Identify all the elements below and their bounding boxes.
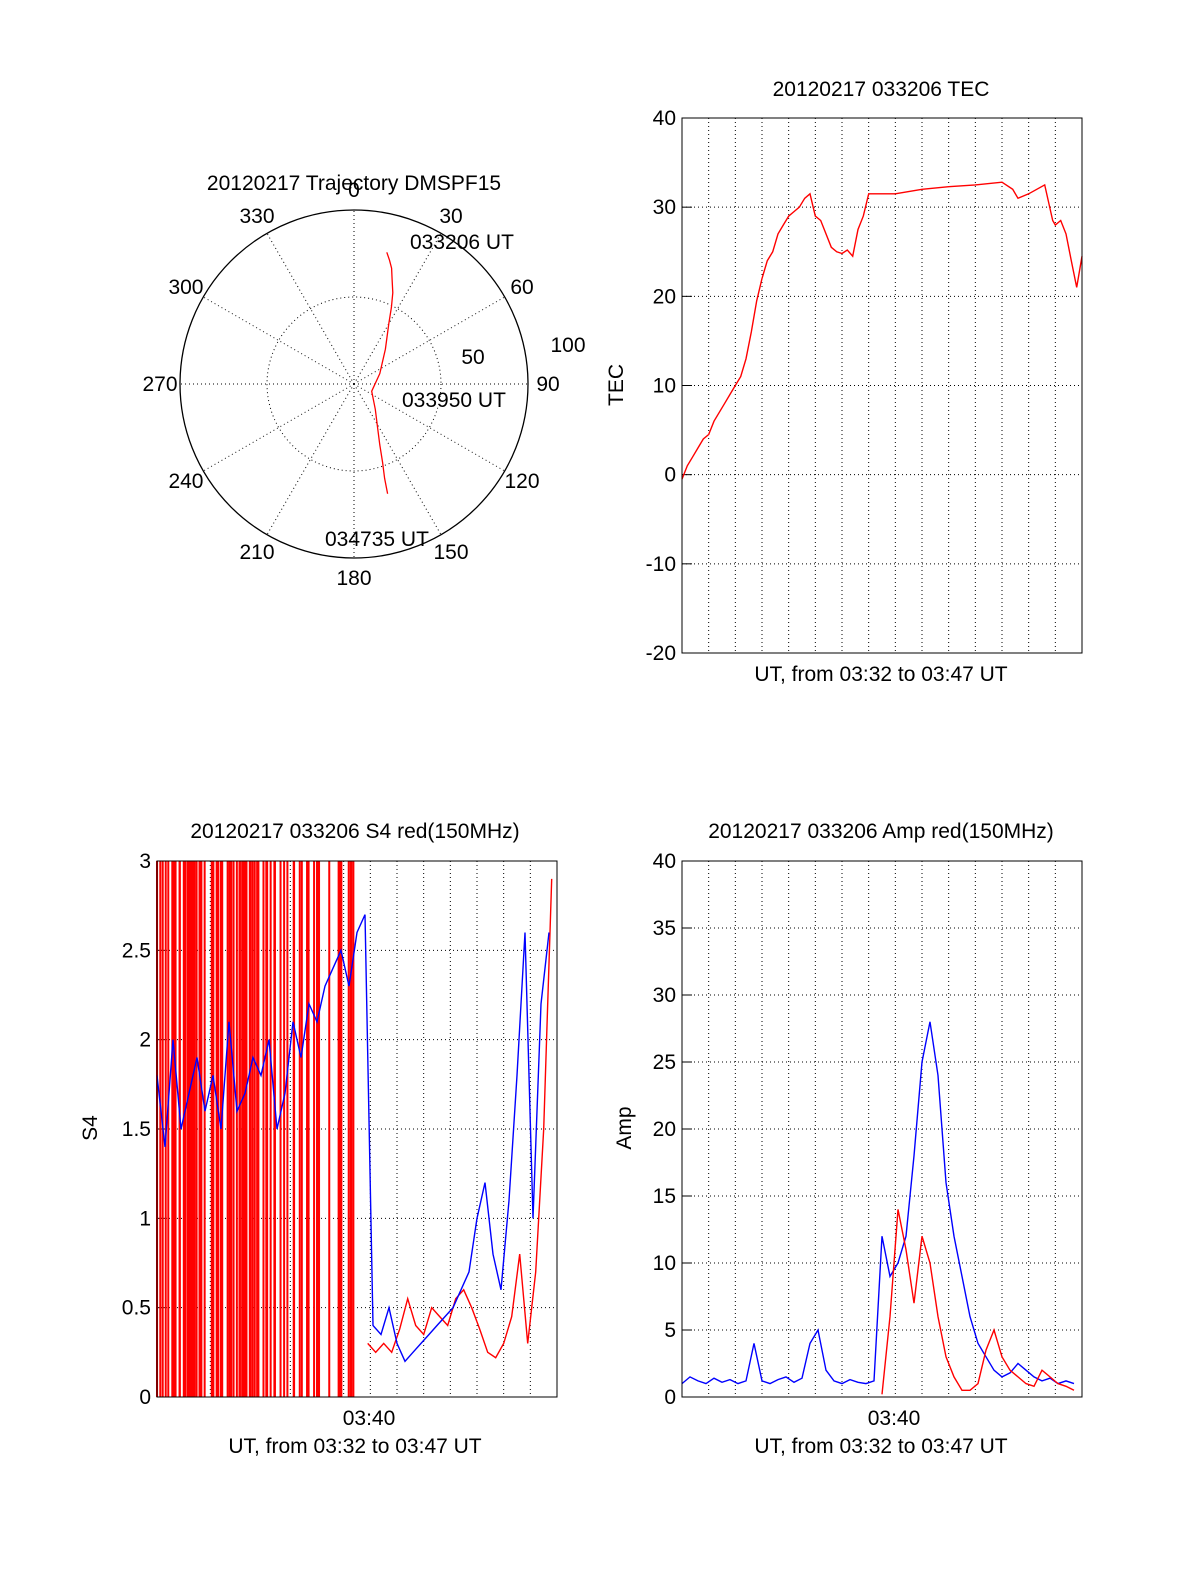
s4-ytick-label: 0 bbox=[139, 1386, 151, 1409]
amp-title: 20120217 033206 Amp red(150MHz) bbox=[708, 820, 1054, 843]
tec-title: 20120217 033206 TEC bbox=[773, 78, 990, 101]
polar-angle-label: 30 bbox=[439, 205, 462, 228]
polar-spoke bbox=[353, 383, 442, 535]
polar-angle-labels: 0 30 60 90 120 150 180 210 240 270 300 330 bbox=[142, 179, 559, 590]
s4-title: 20120217 033206 S4 red(150MHz) bbox=[190, 820, 519, 843]
amp-ytick-label: 25 bbox=[653, 1051, 676, 1074]
amp-y-tick-labels: 0 5 10 15 20 25 30 35 40 bbox=[653, 850, 676, 1409]
tec-panel: 20120217 033206 TEC -20 -10 0 10 20 30 40 UT, … bbox=[605, 78, 1083, 686]
trajectory-title: 20120217 Trajectory DMSPF15 bbox=[207, 172, 501, 195]
polar-angle-label: 150 bbox=[433, 541, 468, 564]
tec-series-red bbox=[681, 181, 1083, 480]
s4-y-tick-labels: 0 0.5 1 1.5 2 2.5 3 bbox=[122, 850, 151, 1409]
s4-plot-frame bbox=[156, 860, 558, 1398]
s4-ytick-label: 1.5 bbox=[122, 1118, 151, 1141]
polar-angle-label: 120 bbox=[504, 470, 539, 493]
tec-ytick-label: 20 bbox=[653, 285, 676, 308]
amp-plot-frame bbox=[681, 860, 1083, 1398]
amp-y-axis-label: Amp bbox=[613, 1106, 636, 1149]
tec-plot-frame bbox=[681, 117, 1083, 654]
polar-spoke bbox=[353, 296, 505, 385]
s4-x-tick-0340: 03:40 bbox=[343, 1407, 396, 1430]
s4-ytick-label: 1 bbox=[139, 1207, 151, 1230]
trajectory-panel: 20120217 Trajectory DMSPF15 0 30 60 90 120 15… bbox=[142, 172, 585, 590]
tec-ytick-label: 30 bbox=[653, 196, 676, 219]
tec-x-axis-label: UT, from 03:32 to 03:47 UT bbox=[754, 663, 1007, 686]
trajectory-annotation-mid: 033950 UT bbox=[402, 389, 506, 412]
tec-ytick-label: -10 bbox=[646, 553, 676, 576]
polar-spoke bbox=[353, 233, 442, 385]
polar-angle-label: 240 bbox=[168, 470, 203, 493]
s4-y-axis-label: S4 bbox=[79, 1115, 102, 1141]
tec-ytick-label: -20 bbox=[646, 642, 676, 665]
polar-radial-label-50: 50 bbox=[461, 346, 484, 369]
amp-ytick-label: 5 bbox=[664, 1319, 676, 1342]
amp-series-red bbox=[881, 1209, 1075, 1395]
polar-angle-label: 270 bbox=[142, 373, 177, 396]
polar-angle-label: 180 bbox=[336, 567, 371, 590]
polar-angle-label: 60 bbox=[510, 276, 533, 299]
polar-ring-50 bbox=[266, 296, 442, 472]
polar-spoke bbox=[203, 383, 355, 472]
polar-angle-label: 300 bbox=[168, 276, 203, 299]
amp-ytick-label: 30 bbox=[653, 984, 676, 1007]
s4-series-blue bbox=[156, 914, 550, 1363]
amp-ytick-label: 20 bbox=[653, 1118, 676, 1141]
trajectory-annotation-start: 033206 UT bbox=[410, 231, 514, 254]
trajectory-annotation-end: 034735 UT bbox=[325, 528, 429, 551]
tec-grid bbox=[682, 117, 1082, 654]
polar-spoke bbox=[266, 383, 355, 535]
polar-spoke bbox=[353, 383, 505, 472]
amp-ytick-label: 15 bbox=[653, 1185, 676, 1208]
polar-angle-label: 330 bbox=[239, 205, 274, 228]
polar-spoke bbox=[266, 233, 355, 385]
trajectory-track-red bbox=[371, 252, 394, 494]
amp-ytick-label: 0 bbox=[664, 1386, 676, 1409]
tec-ytick-label: 0 bbox=[664, 464, 676, 487]
polar-outer-circle bbox=[179, 209, 529, 559]
s4-red-spikes bbox=[156, 861, 355, 1397]
polar-spoke bbox=[203, 296, 355, 385]
s4-ytick-label: 2.5 bbox=[122, 939, 151, 962]
s4-ytick-label: 0.5 bbox=[122, 1297, 151, 1320]
s4-ytick-label: 3 bbox=[139, 850, 151, 873]
tec-y-tick-labels: -20 -10 0 10 20 30 40 bbox=[646, 107, 676, 665]
tec-y-axis-label: TEC bbox=[605, 364, 628, 406]
amp-ytick-label: 10 bbox=[653, 1252, 676, 1275]
tec-ytick-label: 10 bbox=[653, 375, 676, 398]
amp-x-tick-0340: 03:40 bbox=[868, 1407, 921, 1430]
s4-x-axis-label: UT, from 03:32 to 03:47 UT bbox=[228, 1435, 481, 1458]
polar-angle-label: 210 bbox=[239, 541, 274, 564]
polar-grid bbox=[179, 209, 529, 559]
amp-x-axis-label: UT, from 03:32 to 03:47 UT bbox=[754, 1435, 1007, 1458]
amp-ytick-label: 35 bbox=[653, 917, 676, 940]
s4-panel: 20120217 033206 S4 red(150MHz) 0 0.5 1 1.5 2… bbox=[79, 820, 558, 1458]
amp-series-blue bbox=[681, 1021, 1075, 1385]
tec-ytick-label: 40 bbox=[653, 107, 676, 130]
amp-ytick-label: 40 bbox=[653, 850, 676, 873]
polar-radial-label-100: 100 bbox=[550, 334, 585, 357]
polar-angle-label: 0 bbox=[348, 179, 360, 202]
polar-angle-label: 90 bbox=[536, 373, 559, 396]
s4-ytick-label: 2 bbox=[139, 1029, 151, 1052]
amp-grid bbox=[682, 860, 1082, 1398]
amp-panel: 20120217 033206 Amp red(150MHz) 0 5 10 15 20… bbox=[613, 820, 1083, 1458]
